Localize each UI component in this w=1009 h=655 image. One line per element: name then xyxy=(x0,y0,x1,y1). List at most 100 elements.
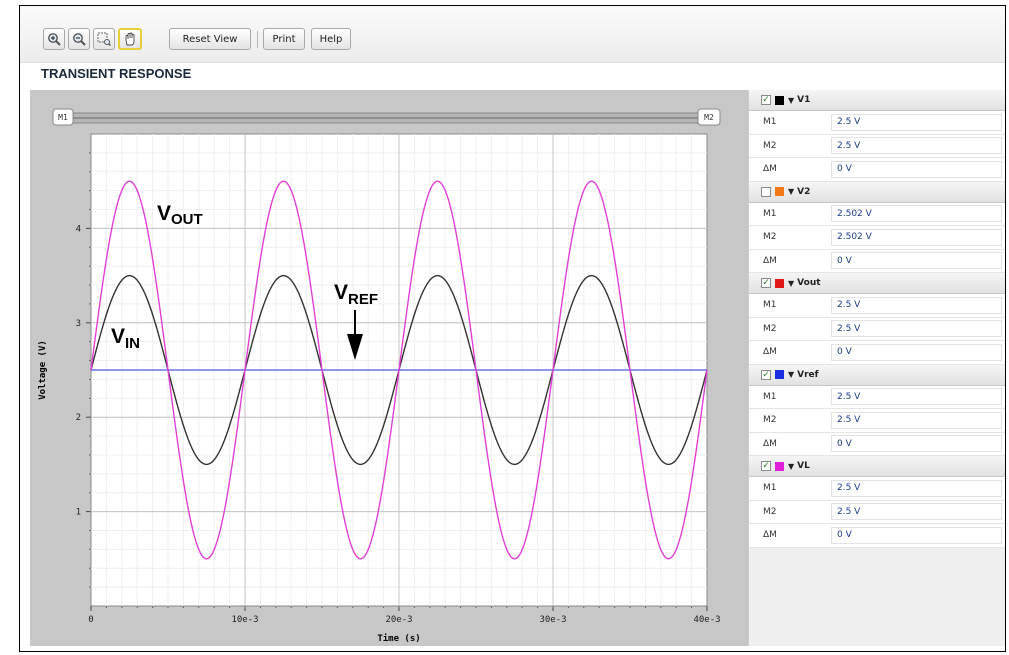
svg-text:VREF: VREF xyxy=(334,281,378,308)
readout-value: 2.5 V xyxy=(831,296,1002,314)
readout-label: M1 xyxy=(763,300,777,311)
readout-row: M2 2.5 V xyxy=(749,409,1005,433)
readout-value: 2.5 V xyxy=(831,113,1002,131)
chevron-down-icon[interactable]: ▼ xyxy=(788,461,795,471)
marker-m2-handle[interactable]: M2 xyxy=(697,108,721,126)
readout-row: M2 2.5 V xyxy=(749,134,1005,158)
zoom-out-button[interactable] xyxy=(68,28,90,50)
series-name: V1 xyxy=(797,95,811,105)
readout-row: ΔM 0 V xyxy=(749,249,1005,273)
series-name: Vref xyxy=(797,369,819,380)
annotation-vref-arrow xyxy=(347,310,363,360)
readout-row: M2 2.5 V xyxy=(749,500,1005,524)
readout-label: M1 xyxy=(763,391,777,402)
x-tick-label: 30e-3 xyxy=(539,615,566,625)
y-axis-label: Voltage (V) xyxy=(38,340,48,400)
readout-label: ΔM xyxy=(763,438,777,449)
readout-value: 0 V xyxy=(831,343,1002,361)
series-visibility-checkbox[interactable] xyxy=(761,186,771,197)
series-color-swatch[interactable] xyxy=(775,187,784,196)
readout-row: M1 2.5 V xyxy=(749,477,1005,501)
chevron-down-icon[interactable]: ▼ xyxy=(788,95,795,105)
zoom-region-icon xyxy=(97,32,111,46)
readout-value: 2.502 V xyxy=(831,228,1002,246)
x-tick-label: 10e-3 xyxy=(231,615,258,625)
marker-m1-label: M1 xyxy=(58,113,68,122)
readout-label: ΔM xyxy=(763,164,777,175)
readout-value: 0 V xyxy=(831,160,1002,178)
toolbar: Reset View Print Help xyxy=(20,6,1005,63)
series-color-swatch[interactable] xyxy=(775,461,784,471)
series-group-header[interactable]: ✓ ▼ V1 xyxy=(749,90,1005,111)
readout-value: 0 V xyxy=(831,435,1002,453)
page-title: TRANSIENT RESPONSE xyxy=(41,66,192,81)
app-frame: Reset View Print Help TRANSIENT RESPONSE… xyxy=(19,5,1006,652)
readout-value: 0 V xyxy=(831,252,1002,270)
chevron-down-icon[interactable]: ▼ xyxy=(788,187,795,196)
magnifier-plus-icon xyxy=(48,33,61,46)
readout-value: 2.5 V xyxy=(831,320,1002,338)
series-name: V2 xyxy=(797,186,811,197)
readout-row: ΔM 0 V xyxy=(749,341,1005,365)
chevron-down-icon[interactable]: ▼ xyxy=(788,278,795,288)
readout-value: 2.5 V xyxy=(831,137,1002,155)
readout-row: ΔM 0 V xyxy=(749,158,1005,182)
svg-text:VOUT: VOUT xyxy=(157,202,203,228)
pan-button[interactable] xyxy=(118,28,142,50)
readout-value: 2.5 V xyxy=(831,388,1002,406)
series-group-header[interactable]: ✓ ▼ VL xyxy=(749,456,1005,477)
x-tick-label: 40e-3 xyxy=(693,615,720,625)
plot-panel: M1 M2 0 10e-3 20e-3 30e-3 40e-3 1 2 3 4 VOUT VIN… xyxy=(30,90,748,646)
toolbar-separator xyxy=(257,31,258,48)
readout-label: M2 xyxy=(763,415,777,426)
print-button[interactable]: Print xyxy=(263,28,305,50)
help-button[interactable]: Help xyxy=(311,28,351,50)
series-visibility-checkbox[interactable]: ✓ xyxy=(761,95,771,105)
series-visibility-checkbox[interactable]: ✓ xyxy=(761,369,771,380)
readout-value: 2.5 V xyxy=(831,503,1002,521)
readout-row: M2 2.5 V xyxy=(749,317,1005,341)
series-color-swatch[interactable] xyxy=(775,278,784,288)
svg-text:VIN: VIN xyxy=(111,325,140,352)
series-visibility-checkbox[interactable]: ✓ xyxy=(761,278,771,288)
axes: 0 10e-3 20e-3 30e-3 40e-3 1 2 3 4 xyxy=(76,152,721,625)
zoom-box-button[interactable] xyxy=(93,28,115,50)
marker-m1-handle[interactable]: M1 xyxy=(52,108,74,126)
y-tick-label: 4 xyxy=(76,224,81,234)
readout-value: 2.502 V xyxy=(831,205,1002,223)
readout-label: ΔM xyxy=(763,347,777,358)
marker-readout-panel: ✓ ▼ V1 M1 2.5 V M2 2.5 V ΔM 0 V ▼ V2 M1 2.502 V M2 2.5… xyxy=(748,90,1005,646)
series-color-swatch[interactable] xyxy=(775,95,784,105)
y-tick-label: 2 xyxy=(76,413,81,423)
readout-row: M1 2.5 V xyxy=(749,294,1005,318)
y-tick-label: 1 xyxy=(76,508,81,518)
readout-row: ΔM 0 V xyxy=(749,432,1005,456)
transient-chart[interactable]: M1 M2 0 10e-3 20e-3 30e-3 40e-3 1 2 3 4 VOUT VIN… xyxy=(30,90,748,646)
readout-label: M2 xyxy=(763,323,777,334)
reset-view-button[interactable]: Reset View xyxy=(169,28,251,50)
readout-row: M2 2.502 V xyxy=(749,226,1005,250)
x-axis-label: Time (s) xyxy=(377,633,420,644)
magnifier-minus-icon xyxy=(73,33,86,46)
readout-label: M2 xyxy=(763,506,777,517)
readout-label: M2 xyxy=(763,232,777,243)
series-visibility-checkbox[interactable]: ✓ xyxy=(761,461,771,471)
series-group-header[interactable]: ✓ ▼ Vref xyxy=(749,364,1005,386)
series-group-header[interactable]: ✓ ▼ Vout xyxy=(749,273,1005,294)
marker-m2-label: M2 xyxy=(704,113,714,122)
readout-label: ΔM xyxy=(763,255,777,266)
series-color-swatch[interactable] xyxy=(775,370,784,379)
chevron-down-icon[interactable]: ▼ xyxy=(788,370,795,379)
readout-label: M1 xyxy=(763,117,777,128)
series-group-header[interactable]: ▼ V2 xyxy=(749,181,1005,203)
hand-pan-icon xyxy=(125,32,135,46)
series-name: VL xyxy=(797,461,810,471)
annotation-vref: VREF xyxy=(334,281,378,308)
zoom-in-button[interactable] xyxy=(43,28,65,50)
readout-row: ΔM 0 V xyxy=(749,524,1005,548)
readout-row: M1 2.5 V xyxy=(749,385,1005,409)
readout-row: M1 2.502 V xyxy=(749,202,1005,226)
readout-label: M1 xyxy=(763,208,777,219)
series-layer xyxy=(90,180,708,560)
x-tick-label: 0 xyxy=(88,615,93,625)
